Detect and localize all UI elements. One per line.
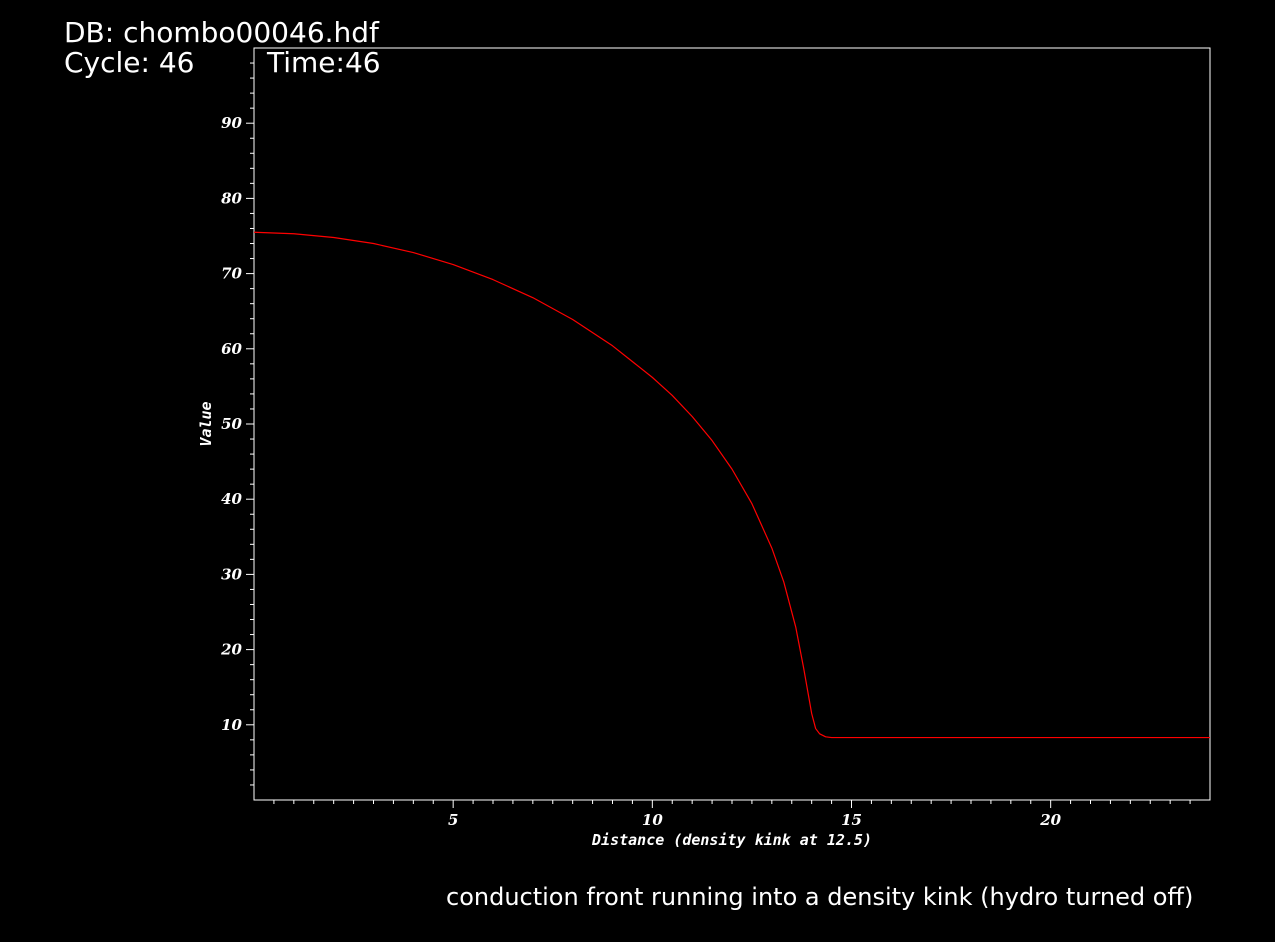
y-tick-label: 30 — [221, 565, 242, 583]
minor-ticks — [250, 62, 1191, 804]
y-tick-label: 60 — [221, 340, 242, 358]
time-label: Time:46 — [267, 46, 381, 79]
series-line-0 — [253, 231, 1210, 739]
y-tick-label: 20 — [220, 641, 242, 659]
x-tick-labels: 5 10 15 20 — [448, 811, 1062, 829]
y-tick-label: 70 — [221, 265, 242, 283]
y-axis-title: Value — [197, 401, 215, 446]
x-axis-title: Distance (density kink at 12.5) — [591, 831, 872, 849]
database-label: DB: chombo00046.hdf — [64, 16, 379, 49]
plot-caption: conduction front running into a density … — [446, 883, 1194, 911]
cycle-label: Cycle: 46 — [64, 46, 195, 79]
y-tick-label: 10 — [221, 716, 242, 734]
y-tick-label: 80 — [221, 189, 242, 207]
x-tick-label: 10 — [642, 811, 663, 829]
curves — [253, 231, 1210, 739]
y-tick-label: 40 — [221, 490, 242, 508]
y-tick-label: 50 — [221, 415, 242, 433]
x-tick-label: 20 — [1039, 811, 1061, 829]
x-tick-label: 5 — [448, 811, 458, 829]
x-tick-label: 15 — [841, 811, 862, 829]
y-tick-labels: 10 20 30 40 50 60 70 80 90 — [220, 114, 242, 734]
y-tick-label: 90 — [221, 114, 242, 132]
plot-frame — [253, 47, 1211, 801]
major-ticks — [246, 122, 1052, 808]
